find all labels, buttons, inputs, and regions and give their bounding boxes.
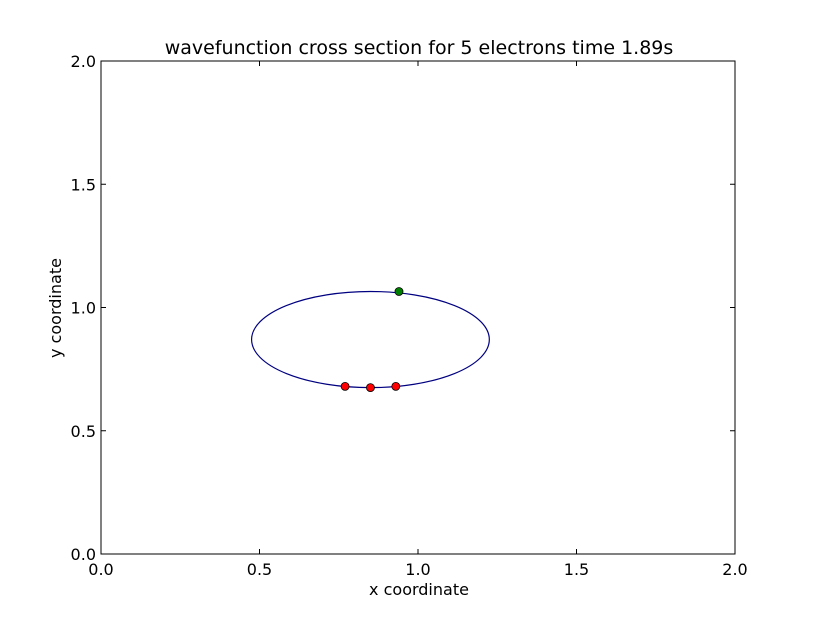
electron-point: [391, 381, 401, 391]
y-tick-label: 1.5: [71, 175, 96, 194]
x-tick-label: 0.5: [247, 560, 272, 579]
x-tick-label: 2.0: [722, 560, 747, 579]
y-tick-label: 0.5: [71, 422, 96, 441]
axes-frame: [100, 60, 736, 555]
x-tick-label: 1.0: [405, 560, 430, 579]
y-tick-label: 2.0: [71, 52, 96, 71]
y-axis-label: y coordinate: [46, 258, 65, 358]
electron-point: [340, 381, 350, 391]
y-tick-label: 0.0: [71, 545, 96, 564]
electron-point: [366, 383, 375, 393]
y-tick-label: 1.0: [71, 299, 96, 318]
plot-area: [250, 287, 490, 393]
x-tick-label: 1.5: [564, 560, 589, 579]
chart-title: wavefunction cross section for 5 electro…: [165, 37, 674, 59]
electron-point: [394, 287, 404, 296]
x-axis-label: x coordinate: [369, 580, 469, 599]
x-tick-label: 0.0: [88, 560, 113, 579]
axis-ticks: 0.0 0.5 1.0 1.5 2.0 0.0 0.5 1.0 1.5 2.0: [71, 52, 748, 579]
